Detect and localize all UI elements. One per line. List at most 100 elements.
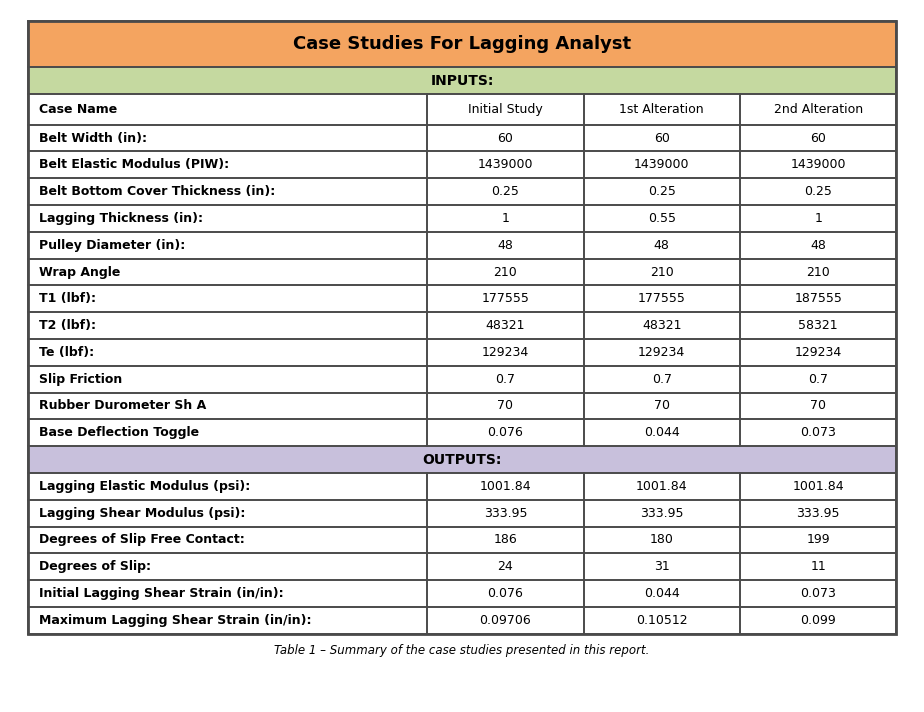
Text: 1439000: 1439000 <box>634 158 689 172</box>
Text: 0.09706: 0.09706 <box>480 614 531 627</box>
Text: 0.7: 0.7 <box>651 372 672 386</box>
Text: Table 1 – Summary of the case studies presented in this report.: Table 1 – Summary of the case studies pr… <box>274 644 650 657</box>
Text: 1439000: 1439000 <box>790 158 845 172</box>
Text: OUTPUTS:: OUTPUTS: <box>422 453 502 466</box>
Text: 48: 48 <box>654 239 670 252</box>
Text: 0.044: 0.044 <box>644 587 680 600</box>
Bar <box>28 205 427 232</box>
Text: Initial Study: Initial Study <box>468 103 542 116</box>
Text: 0.7: 0.7 <box>495 372 516 386</box>
Text: Te (lbf):: Te (lbf): <box>39 346 94 359</box>
Bar <box>740 205 896 232</box>
Text: 199: 199 <box>807 533 830 546</box>
Bar <box>427 580 584 607</box>
Text: 0.044: 0.044 <box>644 426 680 439</box>
Bar <box>28 580 427 607</box>
Text: 0.073: 0.073 <box>800 587 836 600</box>
Text: Maximum Lagging Shear Strain (in/in):: Maximum Lagging Shear Strain (in/in): <box>39 614 311 627</box>
Text: Lagging Shear Modulus (psi):: Lagging Shear Modulus (psi): <box>39 507 245 520</box>
Text: 187555: 187555 <box>794 293 842 305</box>
Bar <box>28 473 427 500</box>
Text: Wrap Angle: Wrap Angle <box>39 266 120 278</box>
Bar <box>584 607 740 634</box>
Text: Pulley Diameter (in):: Pulley Diameter (in): <box>39 239 185 252</box>
Text: 129234: 129234 <box>481 346 529 359</box>
Text: 129234: 129234 <box>638 346 686 359</box>
Bar <box>28 21 896 68</box>
Bar <box>28 366 427 392</box>
Bar <box>427 553 584 580</box>
Bar <box>28 232 427 258</box>
Bar <box>740 125 896 152</box>
Text: 0.55: 0.55 <box>648 212 675 225</box>
Bar <box>740 366 896 392</box>
Text: 333.95: 333.95 <box>483 507 528 520</box>
Bar <box>427 205 584 232</box>
Text: Lagging Thickness (in):: Lagging Thickness (in): <box>39 212 202 225</box>
Text: 180: 180 <box>650 533 674 546</box>
Text: 0.076: 0.076 <box>488 426 523 439</box>
Bar <box>427 607 584 634</box>
Text: 1001.84: 1001.84 <box>480 480 531 493</box>
Bar <box>740 419 896 446</box>
Text: 1st Alteration: 1st Alteration <box>619 103 704 116</box>
Text: 177555: 177555 <box>638 293 686 305</box>
Text: 24: 24 <box>497 560 514 573</box>
Bar <box>584 527 740 553</box>
Bar <box>584 313 740 339</box>
Text: Rubber Durometer Sh A: Rubber Durometer Sh A <box>39 399 206 412</box>
Text: 177555: 177555 <box>481 293 529 305</box>
Text: Degrees of Slip Free Contact:: Degrees of Slip Free Contact: <box>39 533 245 546</box>
Bar <box>740 392 896 419</box>
Text: 70: 70 <box>654 399 670 412</box>
Bar <box>427 178 584 205</box>
Text: 0.25: 0.25 <box>648 185 675 198</box>
Text: Belt Width (in):: Belt Width (in): <box>39 132 147 145</box>
Text: Slip Friction: Slip Friction <box>39 372 122 386</box>
Bar <box>28 68 896 94</box>
Bar <box>740 553 896 580</box>
Bar <box>584 419 740 446</box>
Bar <box>28 446 896 473</box>
Bar <box>584 258 740 286</box>
Text: 70: 70 <box>497 399 514 412</box>
Bar <box>427 473 584 500</box>
Bar <box>427 339 584 366</box>
Text: 0.7: 0.7 <box>808 372 828 386</box>
Text: 0.25: 0.25 <box>492 185 519 198</box>
Bar <box>28 286 427 313</box>
Bar <box>584 500 740 527</box>
Text: Lagging Elastic Modulus (psi):: Lagging Elastic Modulus (psi): <box>39 480 250 493</box>
Bar <box>584 366 740 392</box>
Bar <box>584 286 740 313</box>
Text: 60: 60 <box>497 132 514 145</box>
Text: 0.25: 0.25 <box>804 185 832 198</box>
Bar <box>584 232 740 258</box>
Text: T2 (lbf):: T2 (lbf): <box>39 319 96 332</box>
Bar <box>427 419 584 446</box>
Text: Belt Elastic Modulus (PIW):: Belt Elastic Modulus (PIW): <box>39 158 229 172</box>
Bar <box>740 313 896 339</box>
Text: 60: 60 <box>654 132 670 145</box>
Text: 1439000: 1439000 <box>478 158 533 172</box>
Bar <box>740 232 896 258</box>
Text: Base Deflection Toggle: Base Deflection Toggle <box>39 426 199 439</box>
Bar <box>584 94 740 125</box>
Bar <box>427 286 584 313</box>
Text: 70: 70 <box>810 399 826 412</box>
Text: 1: 1 <box>814 212 822 225</box>
Text: 129234: 129234 <box>795 346 842 359</box>
Text: 48: 48 <box>497 239 514 252</box>
Bar <box>584 339 740 366</box>
Bar <box>740 178 896 205</box>
Text: Case Studies For Lagging Analyst: Case Studies For Lagging Analyst <box>293 36 631 53</box>
Text: Case Name: Case Name <box>39 103 117 116</box>
Bar <box>740 152 896 178</box>
Bar <box>28 152 427 178</box>
Bar <box>427 313 584 339</box>
Text: 58321: 58321 <box>798 319 838 332</box>
Text: INPUTS:: INPUTS: <box>431 73 493 88</box>
Bar <box>28 178 427 205</box>
Bar <box>740 580 896 607</box>
Bar <box>28 258 427 286</box>
